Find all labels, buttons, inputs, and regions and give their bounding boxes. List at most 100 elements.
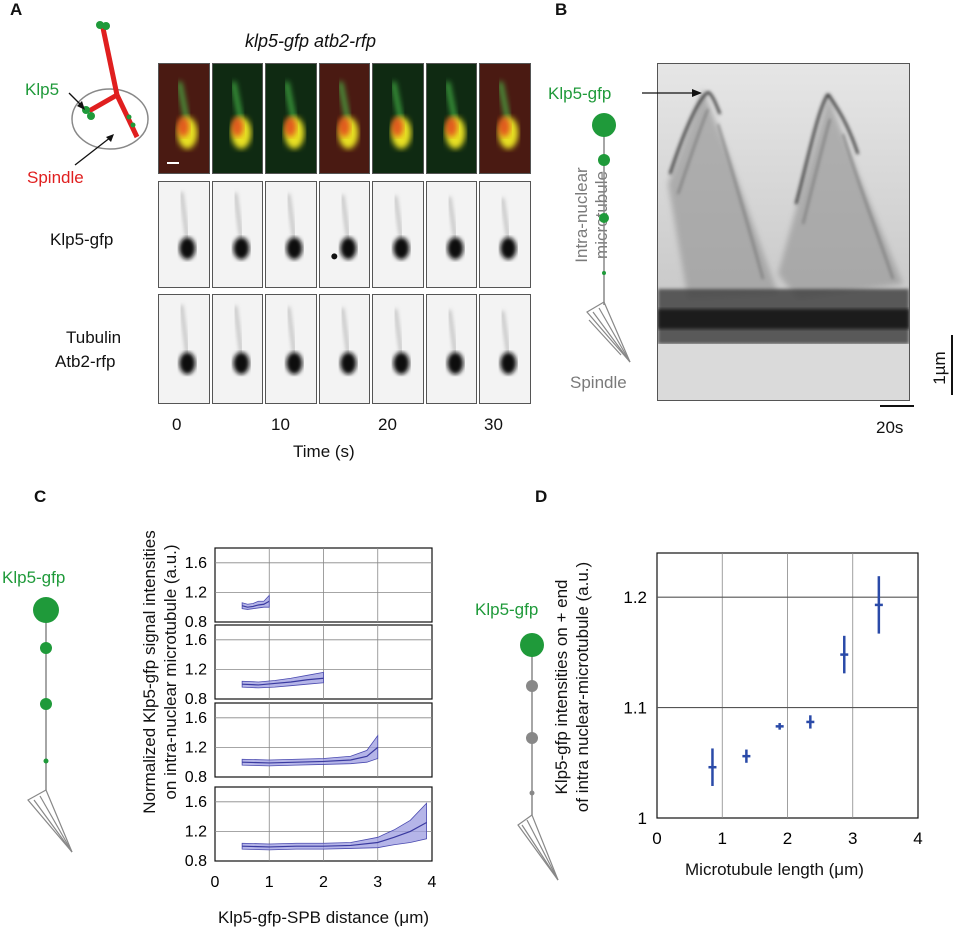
klp5-dot-gray [529, 790, 535, 796]
klp5-dot [126, 114, 132, 120]
time-tick-10: 10 [271, 415, 290, 434]
x-tick-label: 3 [848, 829, 857, 848]
kymo-schematic [586, 113, 631, 363]
mean-line [242, 821, 427, 848]
kymograph [657, 63, 910, 401]
klp5-dot [130, 122, 136, 128]
tubulin-image-frame [265, 294, 317, 404]
klp5-image-frame [318, 181, 370, 288]
y-tick-label: 1 [638, 809, 647, 828]
klp5-dot [599, 213, 609, 223]
mean-line [241, 600, 270, 608]
spindle-icon [27, 789, 73, 853]
microtubule-red [100, 27, 120, 96]
x-tick-label: 4 [428, 874, 437, 891]
kymo-spindle-label: Spindle [570, 373, 627, 392]
schematic-klp5-label: Klp5 [25, 80, 60, 99]
data-point [840, 635, 849, 674]
y-tick-label: 0.8 [185, 614, 207, 631]
panel-d-label: D [535, 487, 548, 506]
x-tick-label: 3 [373, 874, 382, 891]
klp5-dot [602, 271, 606, 275]
y-tick-label: 0.8 [185, 853, 207, 870]
d-klp5-label: Klp5-gfp [475, 600, 539, 619]
panel-c-label: C [34, 487, 47, 506]
scale-20s: 20s [876, 418, 904, 437]
klp5-image-frame [425, 181, 477, 288]
d-ylabel-2: of intra nuclear-microtubule (a.u.) [573, 561, 592, 813]
tubulin-image-frame [479, 294, 531, 404]
y-tick-label: 1.6 [185, 632, 207, 649]
mean-line [242, 746, 379, 764]
x-tick-label: 2 [783, 829, 792, 848]
arrow-spindle [74, 136, 112, 166]
y-tick-label: 0.8 [185, 769, 207, 786]
klp5-dot [87, 112, 95, 120]
merged-image-frame [158, 63, 210, 174]
d-schematic [517, 633, 559, 881]
merged-image-frame [372, 63, 424, 174]
merged-image-frame [425, 63, 477, 174]
scale-1um: 1µm [930, 351, 949, 385]
d-chart: 11.11.20 1 2 3 4 [623, 552, 923, 848]
row-label-tubulin: Tubulin [66, 328, 122, 347]
y-tick-label: 1.2 [623, 588, 647, 607]
klp5-dot-large [520, 633, 544, 657]
subplot-1: 1.6 1.2 0.8 [185, 547, 433, 631]
y-tick-label: 1.1 [623, 699, 647, 718]
klp5-dot [96, 21, 104, 29]
c-xlabel: Klp5-gfp-SPB distance (μm) [218, 908, 430, 927]
row-label-klp5: Klp5-gfp [50, 230, 114, 249]
subplot-2: 1.6 1.2 0.8 [185, 624, 433, 708]
x-tick-label: 0 [211, 874, 220, 891]
scale-bars [880, 335, 953, 407]
data-point [742, 749, 751, 763]
klp5-image-frame [479, 181, 531, 288]
panel-a-title: klp5-gfp atb2-rfp [245, 31, 377, 51]
y-tick-label: 1.2 [185, 584, 207, 601]
klp5-dot [40, 698, 52, 710]
x-tick-label: 1 [718, 829, 727, 848]
merged-image-frame [211, 63, 263, 174]
spindle-icon [517, 814, 559, 881]
confidence-band [241, 594, 270, 610]
kymo-arrow [642, 89, 702, 97]
x-tick-label: 0 [652, 829, 661, 848]
tubulin-image-frame [372, 294, 424, 404]
data-point [874, 576, 883, 634]
confidence-band [241, 802, 427, 851]
tubulin-image-frame [425, 294, 477, 404]
c-chart: 1.61.20.81.61.20.81.61.20.81.61.20.80 1 2 3… [185, 547, 437, 891]
spindle-icon [586, 301, 631, 363]
klp5-image-frame [372, 181, 424, 288]
x-tick-label: 4 [913, 829, 922, 848]
subplot-3: 1.6 1.2 0.8 [185, 702, 433, 786]
klp5-dot [102, 22, 110, 30]
y-tick-label: 1.6 [185, 710, 207, 727]
time-tick-30: 30 [484, 415, 503, 434]
time-tick-20: 20 [378, 415, 397, 434]
y-tick-label: 1.2 [185, 739, 207, 756]
tubulin-image-frame [158, 294, 210, 404]
klp5-dot-gray [526, 680, 538, 692]
y-tick-label: 1.2 [185, 661, 207, 678]
merged-image-frame [318, 63, 370, 174]
panel-b-label: B [555, 0, 568, 19]
kymo-klp5-label: Klp5-gfp [548, 84, 612, 103]
c-schematic [27, 597, 73, 853]
mean-line [242, 677, 324, 686]
panel-a-label: A [10, 0, 23, 19]
klp5-image-frame [265, 181, 317, 288]
klp5-dot [598, 154, 610, 166]
d-xlabel: Microtubule length (μm) [685, 860, 864, 879]
data-point [806, 715, 815, 729]
subplot-4: 1.6 1.2 0.8 [185, 786, 433, 870]
confidence-band [241, 734, 379, 767]
microtubule-red-2 [87, 92, 119, 114]
y-tick-label: 1.6 [185, 555, 207, 572]
row-label-atb2: Atb2-rfp [55, 352, 116, 371]
klp5-dot [40, 642, 52, 654]
c-klp5-label: Klp5-gfp [2, 568, 66, 587]
klp5-dot [43, 758, 49, 764]
data-point [775, 723, 784, 730]
